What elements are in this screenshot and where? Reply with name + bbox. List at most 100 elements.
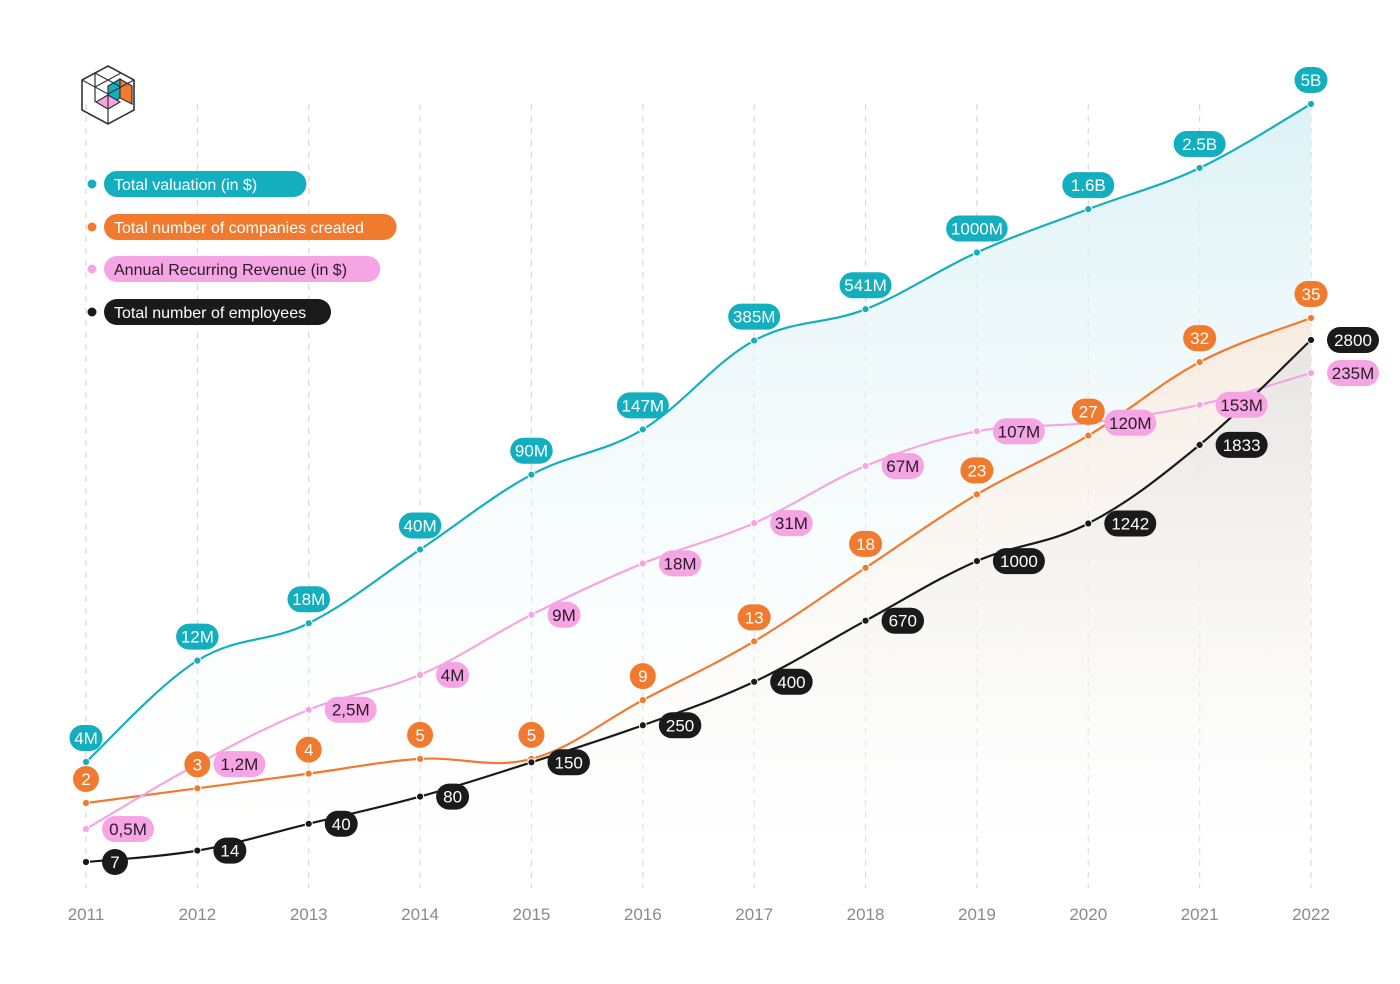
- arr-label-pill: [658, 550, 702, 577]
- valuation-point: [1195, 163, 1204, 173]
- companies-label-text: 23: [967, 461, 986, 480]
- companies-point: [81, 798, 91, 808]
- legend-pill: [104, 256, 381, 282]
- arr-point: [750, 519, 759, 528]
- arr-label-text: 4M: [441, 666, 465, 685]
- valuation-label-text: 40M: [404, 517, 437, 536]
- companies-point: [972, 490, 982, 499]
- legend-dot: [87, 307, 97, 317]
- companies-data-label: 18: [849, 530, 883, 557]
- arr-label-pill: [436, 661, 470, 688]
- employees-data-label: 80: [436, 783, 470, 810]
- employees-point: [304, 819, 313, 828]
- arr-point: [304, 705, 313, 714]
- employees-point: [750, 677, 759, 686]
- valuation-data-label: 1.6B: [1062, 172, 1115, 199]
- employees-data-label: 14: [213, 837, 247, 864]
- employees-point: [1306, 335, 1316, 345]
- valuation-point: [81, 757, 91, 767]
- valuation-data-label: 2.5B: [1173, 130, 1226, 157]
- arr-data-label: 107M: [992, 418, 1045, 445]
- legend-item-companies: Total number of companies created: [87, 214, 397, 240]
- x-tick-label: 2011: [68, 905, 105, 924]
- arr-label-text: 120M: [1109, 414, 1152, 433]
- arr-data-label: 18M: [658, 550, 702, 577]
- companies-point: [415, 754, 425, 764]
- x-tick-label: 2012: [178, 905, 216, 924]
- companies-label-text: 35: [1302, 285, 1321, 304]
- employees-data-label: 7: [102, 849, 128, 875]
- employees-point: [415, 792, 425, 801]
- employees-label-pill: [436, 783, 470, 810]
- employees-label-pill: [1215, 431, 1268, 458]
- employees-label-pill: [213, 837, 247, 864]
- companies-point: [750, 637, 759, 646]
- valuation-label-text: 541M: [844, 276, 887, 295]
- arr-data-label: 120M: [1104, 409, 1157, 436]
- valuation-point: [750, 336, 759, 345]
- arr-point: [1195, 400, 1204, 409]
- area-fills: [86, 104, 1311, 888]
- employees-label-text: 2800: [1334, 331, 1372, 350]
- legend-dot: [87, 222, 97, 232]
- employees-label-pill: [1104, 510, 1157, 537]
- valuation-label-pill: [398, 512, 442, 539]
- x-tick-label: 2013: [290, 905, 328, 924]
- valuation-point: [415, 545, 425, 554]
- valuation-label-pill: [839, 272, 892, 299]
- employees-data-label: 670: [881, 607, 925, 634]
- arr-point: [415, 670, 425, 679]
- valuation-label-text: 90M: [515, 442, 548, 461]
- valuation-point: [1084, 205, 1093, 214]
- companies-point: [1306, 313, 1316, 323]
- companies-data-label: 5: [518, 721, 545, 748]
- employees-label-text: 400: [777, 673, 805, 692]
- valuation-data-label: 5B: [1294, 67, 1328, 93]
- companies-label-pill: [73, 766, 99, 792]
- arr-label-text: 18M: [664, 554, 697, 573]
- arr-point: [1306, 368, 1316, 378]
- valuation-data-label: 12M: [176, 623, 219, 650]
- legend-item-employees: Total number of employees: [87, 299, 331, 325]
- legend-label: Total number of employees: [114, 305, 306, 322]
- companies-label-text: 5: [415, 726, 424, 745]
- companies-data-label: 5: [407, 721, 434, 748]
- employees-label-text: 670: [889, 612, 917, 631]
- arr-data-label: 2,5M: [324, 696, 377, 723]
- companies-label-pill: [1071, 398, 1105, 425]
- valuation-point: [861, 305, 870, 314]
- valuation-point: [193, 656, 202, 665]
- arr-label-text: 235M: [1332, 364, 1375, 383]
- legend-dot: [87, 179, 97, 189]
- employees-label-pill: [770, 668, 813, 695]
- legend-item-valuation: Total valuation (in $): [87, 171, 307, 197]
- employees-label-pill: [547, 749, 590, 776]
- companies-data-label: 32: [1183, 325, 1217, 352]
- arr-label-pill: [102, 816, 154, 842]
- companies-point: [304, 769, 313, 778]
- employees-data-label: 1000: [992, 548, 1045, 575]
- valuation-data-label: 385M: [728, 303, 781, 330]
- valuation-label-pill: [728, 303, 781, 330]
- legend: Total valuation (in $) Total number of co…: [87, 171, 397, 325]
- legend-item-arr: Annual Recurring Revenue (in $): [87, 256, 381, 282]
- valuation-label-text: 18M: [292, 590, 325, 609]
- companies-label-pill: [518, 721, 545, 748]
- valuation-label-pill: [69, 725, 103, 751]
- x-axis: 2011 2012 2013 2014 2015 2016 2017 2018 2019 2020…: [68, 905, 1330, 924]
- valuation-label-pill: [1173, 130, 1226, 157]
- cube-logo: [81, 65, 135, 125]
- valuation-label-text: 5B: [1301, 71, 1322, 90]
- valuation-label-text: 147M: [622, 396, 665, 415]
- employees-data-label: 40: [324, 810, 358, 837]
- arr-point: [638, 559, 647, 568]
- x-tick-label: 2019: [958, 905, 996, 924]
- employees-label-text: 14: [220, 842, 239, 861]
- valuation-label-pill: [1294, 67, 1328, 93]
- arr-data-label: 0,5M: [102, 816, 154, 842]
- employees-data-label: 400: [770, 668, 813, 695]
- companies-label-pill: [960, 457, 994, 484]
- employees-label-text: 150: [555, 753, 583, 772]
- valuation-label-pill: [1062, 172, 1115, 199]
